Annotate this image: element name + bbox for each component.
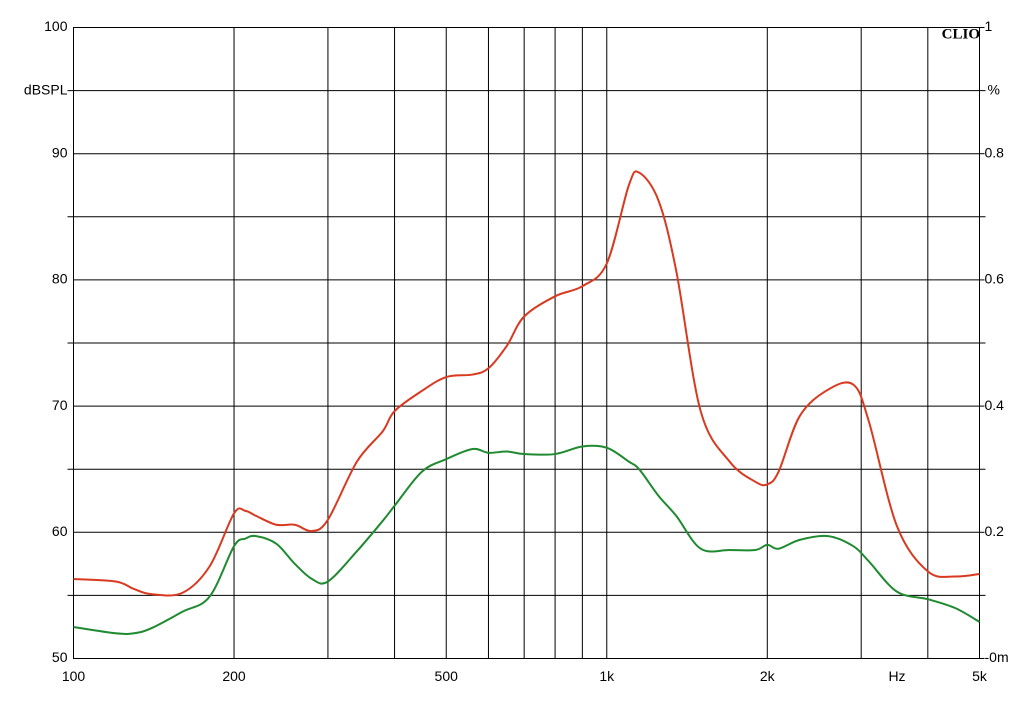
x-unit: Hz — [888, 668, 905, 684]
x-tick-label: 5k — [972, 668, 988, 684]
x-tick-label: 500 — [435, 668, 459, 684]
y2-tick-label: -0m — [985, 649, 1009, 665]
y2-tick-label: 0.8 — [985, 144, 1005, 160]
x-tick-label: 1k — [599, 668, 615, 684]
y2-tick-label: 0.2 — [985, 523, 1005, 539]
y2-tick-label: 0.4 — [985, 397, 1005, 413]
y-tick-label: 90 — [52, 144, 68, 160]
brand: CLIO — [942, 26, 980, 42]
y-tick-label: 50 — [52, 649, 68, 665]
y2-tick-label: 0.6 — [985, 271, 1005, 287]
y2-tick-label: 1 — [985, 18, 993, 34]
y2-axis-label: % — [988, 81, 1000, 97]
y-tick-label: 80 — [52, 271, 68, 287]
y-tick-label: 70 — [52, 397, 68, 413]
series-line — [73, 444, 980, 635]
y-tick-label: 100 — [44, 18, 68, 34]
y-axis-label: dBSPL — [24, 81, 68, 97]
x-tick-label: 200 — [222, 668, 246, 684]
y-tick-label: 60 — [52, 523, 68, 539]
x-tick-label: 2k — [760, 668, 776, 684]
series-line — [73, 170, 980, 597]
x-tick-label: 100 — [62, 668, 86, 684]
